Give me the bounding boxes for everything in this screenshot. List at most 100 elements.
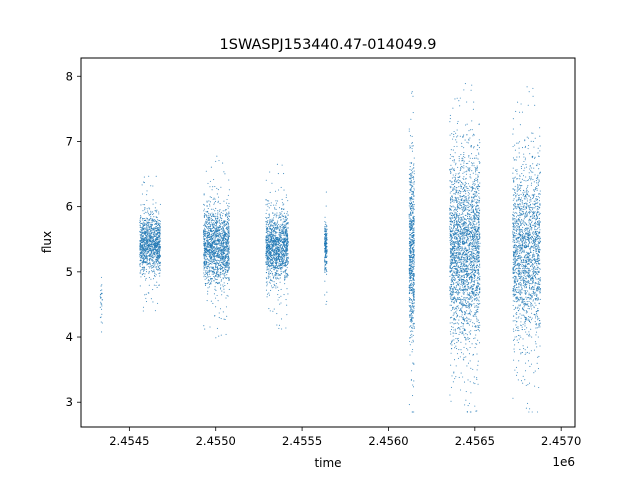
data-point — [280, 252, 282, 254]
data-point — [139, 249, 141, 251]
data-point — [214, 210, 216, 212]
data-point — [210, 260, 212, 262]
data-point — [101, 331, 103, 333]
data-point — [270, 224, 272, 226]
data-point — [274, 229, 276, 231]
data-point — [139, 285, 141, 287]
data-point — [139, 233, 141, 236]
data-point — [412, 256, 414, 258]
data-point — [275, 247, 277, 249]
data-point — [275, 252, 277, 254]
data-point — [409, 251, 411, 253]
data-point — [409, 337, 411, 339]
data-point — [411, 206, 413, 208]
data-point — [412, 212, 414, 214]
data-point — [413, 363, 415, 366]
data-point — [412, 221, 414, 223]
data-point — [266, 238, 268, 240]
data-point — [209, 238, 211, 240]
data-point — [211, 258, 213, 260]
data-point — [228, 230, 230, 232]
data-point — [276, 313, 278, 315]
data-point — [154, 238, 156, 240]
data-point — [286, 272, 288, 275]
data-point — [213, 219, 215, 221]
data-point — [215, 279, 217, 281]
data-point — [203, 267, 205, 269]
data-point — [409, 191, 411, 193]
data-point — [410, 244, 412, 246]
data-point — [280, 255, 282, 257]
data-point — [411, 224, 414, 226]
data-point — [159, 225, 161, 227]
data-point — [282, 223, 284, 225]
data-point — [209, 201, 211, 203]
data-point — [204, 247, 206, 249]
data-point — [268, 228, 271, 230]
data-point — [220, 317, 222, 320]
data-point — [151, 270, 153, 272]
data-point — [270, 231, 273, 233]
data-point — [286, 218, 288, 220]
data-point — [228, 227, 230, 229]
data-point — [221, 268, 223, 270]
data-point — [324, 251, 326, 253]
data-point — [208, 234, 210, 236]
data-point — [324, 248, 326, 250]
data-point — [275, 259, 277, 261]
data-point — [156, 260, 158, 262]
data-point — [210, 282, 212, 284]
data-point — [265, 231, 267, 233]
data-point — [214, 220, 216, 222]
data-point — [141, 248, 143, 250]
data-point — [272, 277, 274, 279]
data-point — [324, 250, 326, 252]
data-point — [158, 272, 160, 275]
data-point — [270, 231, 272, 233]
data-point — [411, 148, 413, 150]
data-point — [147, 251, 149, 253]
data-point — [219, 269, 222, 271]
data-point — [413, 302, 415, 304]
data-point — [144, 239, 146, 241]
data-point — [221, 233, 223, 235]
data-point — [268, 217, 270, 219]
data-point — [143, 257, 145, 260]
data-point — [207, 274, 209, 276]
data-point — [155, 233, 157, 235]
data-point — [215, 225, 217, 227]
data-point — [158, 262, 160, 264]
data-point — [269, 235, 271, 237]
data-point — [410, 263, 413, 265]
data-point — [218, 236, 220, 238]
data-point — [220, 261, 222, 263]
data-point — [144, 211, 146, 213]
data-point — [143, 232, 145, 235]
data-point — [277, 220, 279, 222]
data-point — [217, 240, 219, 242]
data-point — [155, 263, 157, 265]
data-point — [203, 276, 205, 278]
data-point — [226, 245, 228, 247]
data-point — [228, 258, 230, 260]
data-point — [152, 249, 154, 251]
data-point — [228, 252, 230, 254]
data-point — [210, 236, 212, 238]
data-point — [326, 242, 328, 244]
data-point — [139, 253, 141, 255]
data-point — [149, 246, 151, 248]
data-point — [226, 274, 228, 276]
data-point — [215, 269, 217, 271]
data-point — [205, 231, 207, 233]
data-point — [147, 230, 149, 232]
data-point — [226, 212, 228, 214]
data-point — [142, 310, 144, 312]
data-point — [207, 217, 209, 219]
data-point — [279, 246, 281, 248]
data-point — [275, 250, 277, 252]
data-point — [463, 254, 465, 256]
data-point — [148, 239, 150, 241]
data-point — [147, 229, 149, 231]
data-point — [149, 253, 151, 255]
